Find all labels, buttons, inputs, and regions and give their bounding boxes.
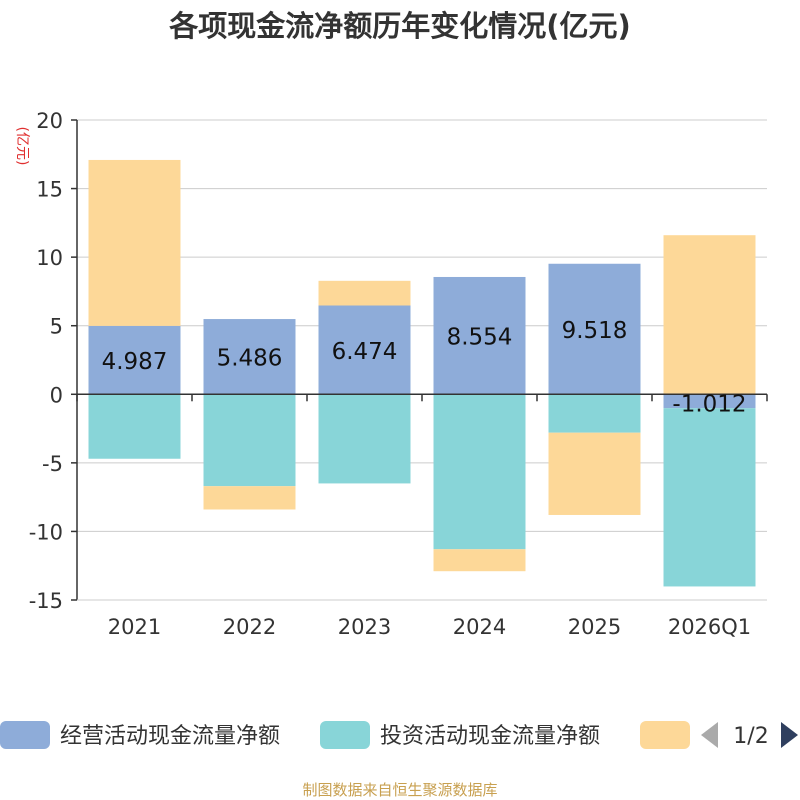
bar-series3-2021: [88, 159, 181, 326]
bars: [88, 159, 756, 587]
source-note: 制图数据来自恒生聚源数据库: [302, 781, 497, 799]
bar-series1-2025: [548, 263, 641, 395]
bar-series1-2022: [203, 319, 296, 395]
legend-swatch[interactable]: [320, 721, 370, 749]
y-tick-label: 20: [36, 109, 63, 133]
x-tick-label: 2022: [223, 615, 276, 639]
bar-series2-2025: [548, 394, 641, 433]
axes: -15 -10 -5 0 5 10 15 20 2021 2022 2023 2024 2025 2026…: [29, 109, 768, 639]
bar-series1-2024: [433, 276, 526, 395]
y-tick-label: -10: [29, 520, 63, 544]
y-tick-label: -15: [29, 589, 63, 613]
legend-next-page-icon[interactable]: [781, 722, 798, 748]
data-label: -1.012: [672, 391, 746, 417]
grid-lines: [77, 119, 767, 601]
bar-series3-2024: [433, 549, 526, 572]
bar-series3-2026q1: [663, 235, 756, 395]
bar-series2-2026q1: [663, 408, 756, 587]
bar-series2-2024: [433, 394, 526, 550]
x-tick-label: 2024: [453, 615, 506, 639]
bar-series2-2022: [203, 394, 296, 487]
y-tick-label: 10: [36, 246, 63, 270]
x-tick-label: 2023: [338, 615, 391, 639]
y-tick-label: 5: [50, 315, 63, 339]
data-label: 5.486: [217, 346, 283, 372]
y-axis-unit-label: (亿元): [14, 127, 30, 166]
bar-series2-2021: [88, 394, 181, 459]
data-label: 4.987: [102, 349, 168, 375]
y-tick-label: 15: [36, 178, 63, 202]
legend[interactable]: 经营活动现金流量净额 投资活动现金流量净额 1/2: [0, 721, 798, 749]
bar-series1-2026q1: [663, 394, 756, 409]
x-tick-label: 2025: [568, 615, 621, 639]
bar-series2-2023: [318, 394, 411, 484]
data-labels: 4.987 5.486 6.474 8.554 9.518 -1.012: [102, 318, 747, 417]
legend-label[interactable]: 投资活动现金流量净额: [380, 724, 600, 749]
bar-series3-2025: [548, 432, 641, 515]
legend-swatch[interactable]: [0, 721, 50, 749]
bar-series1-2021: [88, 325, 181, 395]
bar-series1-2023: [318, 305, 411, 395]
x-tick-label: 2026Q1: [668, 615, 751, 639]
chart-title: 各项现金流净额历年变化情况(亿元): [168, 9, 631, 43]
data-label: 8.554: [447, 325, 513, 351]
data-label: 9.518: [562, 318, 628, 344]
legend-prev-page-icon[interactable]: [701, 722, 718, 748]
y-tick-label: -5: [42, 452, 63, 476]
legend-label[interactable]: 经营活动现金流量净额: [60, 724, 280, 749]
x-tick-label: 2021: [108, 615, 161, 639]
bar-series3-2023: [318, 280, 411, 306]
y-tick-label: 0: [50, 383, 63, 407]
legend-page-indicator: 1/2: [733, 724, 768, 749]
data-label: 6.474: [332, 339, 398, 365]
legend-swatch[interactable]: [640, 721, 690, 749]
bar-series3-2022: [203, 486, 296, 510]
